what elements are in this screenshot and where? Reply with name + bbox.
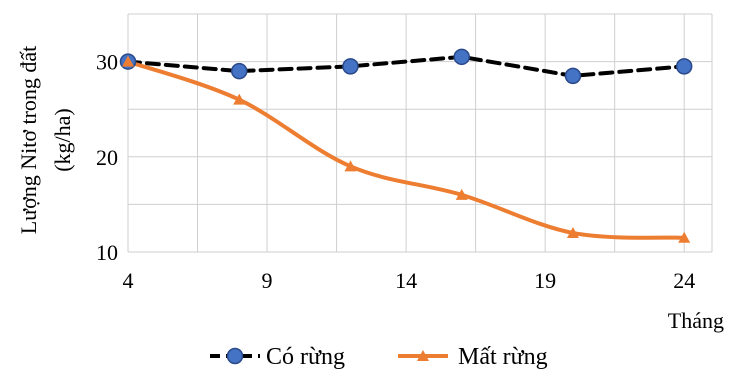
data-point-co-rung	[342, 58, 359, 75]
legend-label-co-rung: Có rừng	[266, 344, 345, 370]
y-tick-label: 30	[96, 50, 118, 75]
y-tick-label: 10	[96, 240, 118, 265]
x-axis-label: Tháng	[668, 308, 724, 333]
data-point-mat-rung	[233, 93, 246, 105]
data-point-mat-rung	[566, 226, 579, 238]
x-tick-label: 4	[123, 268, 134, 293]
x-tick-label: 14	[395, 268, 417, 293]
y-tick-label: 20	[96, 145, 118, 170]
x-tick-label: 24	[673, 268, 695, 293]
y-axis-label-line1: Lượng Nitơ trong đất	[16, 46, 41, 235]
data-point-co-rung	[230, 62, 248, 80]
legend-item-mat-rung: Mất rừng	[398, 344, 548, 370]
data-point-co-rung	[564, 67, 582, 85]
series-line-mat-rung	[126, 59, 687, 240]
data-point-mat-rung	[678, 231, 691, 243]
data-point-co-rung	[453, 48, 470, 66]
data-point-mat-rung	[122, 55, 134, 67]
series-group	[119, 48, 693, 243]
series-line-co-rung	[126, 54, 687, 78]
data-point-co-rung	[675, 58, 693, 75]
legend-label-mat-rung: Mất rừng	[458, 344, 548, 370]
data-point-mat-rung	[455, 188, 468, 200]
legend-swatch-marker-mat-rung	[417, 350, 429, 361]
y-axis-label-line2: (kg/ha)	[50, 108, 75, 172]
y-tick-labels: 10 20 30	[96, 50, 118, 265]
legend-item-co-rung: Có rừng	[210, 344, 345, 370]
data-point-mat-rung	[344, 160, 357, 172]
x-tick-labels: 4 9 14 19 24	[123, 268, 696, 293]
legend: Có rừng Mất rừng	[210, 344, 548, 370]
legend-swatch-marker-co-rung	[226, 347, 244, 365]
x-tick-label: 19	[534, 268, 556, 293]
x-tick-label: 9	[262, 268, 273, 293]
